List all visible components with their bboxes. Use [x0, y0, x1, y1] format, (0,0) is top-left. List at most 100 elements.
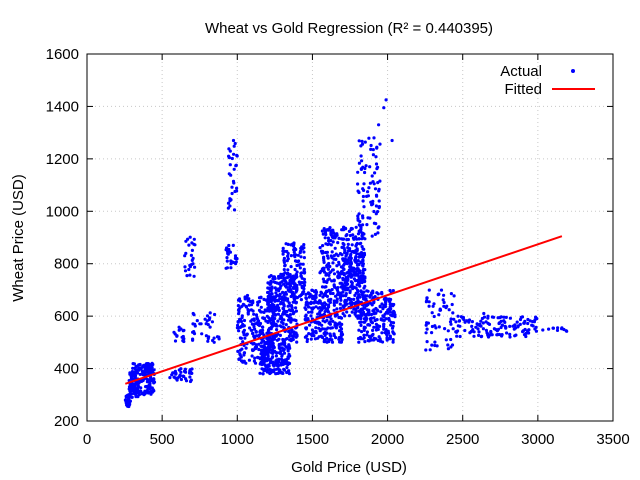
data-point [335, 293, 340, 297]
data-point [430, 324, 434, 329]
data-point [502, 315, 506, 319]
data-point [314, 305, 318, 309]
data-point [324, 285, 328, 289]
data-point [291, 242, 295, 246]
chart-title: Wheat vs Gold Regression (R² = 0.440395) [205, 20, 493, 37]
data-point [309, 310, 313, 314]
data-point [235, 154, 239, 158]
data-point [365, 223, 369, 227]
data-point [226, 201, 231, 205]
data-point [380, 331, 384, 335]
data-point [363, 170, 367, 175]
data-point [234, 163, 238, 167]
data-point [341, 312, 345, 316]
data-point [360, 330, 364, 334]
data-point [325, 265, 329, 269]
x-tick-label: 2500 [446, 431, 479, 448]
data-point [135, 380, 139, 384]
data-point [327, 239, 331, 243]
data-point [253, 334, 257, 338]
data-point [142, 393, 146, 397]
data-point [327, 299, 331, 303]
data-point [278, 324, 282, 328]
data-point [332, 332, 336, 336]
data-point [138, 362, 142, 367]
data-point [302, 250, 306, 254]
data-point [361, 307, 365, 311]
data-point [272, 368, 276, 372]
data-point [518, 317, 523, 322]
data-point [500, 333, 504, 337]
data-point [347, 314, 352, 318]
data-point [320, 323, 324, 327]
data-point [251, 348, 256, 352]
data-point [265, 331, 269, 335]
data-point [276, 312, 280, 316]
data-point [146, 378, 150, 382]
data-point [250, 322, 254, 326]
data-point [238, 353, 242, 357]
data-point [284, 345, 288, 349]
data-point [547, 327, 551, 331]
data-point [132, 362, 136, 366]
data-point [358, 320, 362, 324]
data-point [257, 333, 262, 337]
data-point [225, 256, 229, 260]
data-point [315, 301, 319, 305]
data-point [358, 252, 363, 256]
data-point [565, 329, 569, 333]
data-point [232, 152, 236, 156]
data-point [437, 313, 441, 317]
data-point [287, 346, 291, 350]
data-point [294, 335, 298, 339]
data-point [349, 252, 353, 256]
data-point [239, 319, 244, 324]
data-point [522, 321, 526, 325]
data-point [295, 340, 299, 344]
data-point [287, 329, 291, 333]
data-point [325, 307, 329, 311]
data-point [251, 331, 255, 335]
data-point [276, 287, 280, 291]
data-point [367, 136, 371, 140]
data-point [463, 328, 467, 333]
data-point [285, 313, 289, 317]
data-point [342, 237, 346, 241]
data-point [282, 259, 286, 263]
data-point [377, 199, 381, 203]
data-point [328, 264, 332, 269]
data-point [334, 326, 338, 330]
data-point [511, 324, 515, 328]
data-point [388, 305, 392, 309]
data-point [266, 368, 270, 372]
data-point [434, 326, 438, 330]
data-point [259, 341, 263, 345]
data-point [338, 302, 342, 306]
data-point [203, 317, 207, 321]
data-point [302, 268, 306, 273]
data-point [256, 355, 260, 359]
data-point [362, 247, 366, 251]
data-point [318, 329, 322, 333]
data-point [259, 310, 263, 314]
data-point [286, 275, 290, 279]
data-point [274, 305, 278, 309]
data-point [451, 327, 455, 331]
data-point [432, 314, 436, 319]
data-point [373, 232, 377, 236]
data-point [499, 315, 503, 319]
data-point [355, 237, 359, 241]
data-point [277, 360, 281, 364]
data-point [500, 323, 504, 327]
data-point [427, 300, 431, 304]
data-point [534, 329, 539, 333]
data-point [150, 361, 154, 365]
data-point [390, 314, 394, 318]
data-point [299, 274, 303, 278]
data-point [258, 362, 262, 366]
data-point [357, 340, 361, 344]
y-tick-label: 200 [54, 413, 79, 430]
data-point [303, 306, 307, 310]
data-point [332, 272, 337, 276]
data-point [339, 335, 343, 339]
